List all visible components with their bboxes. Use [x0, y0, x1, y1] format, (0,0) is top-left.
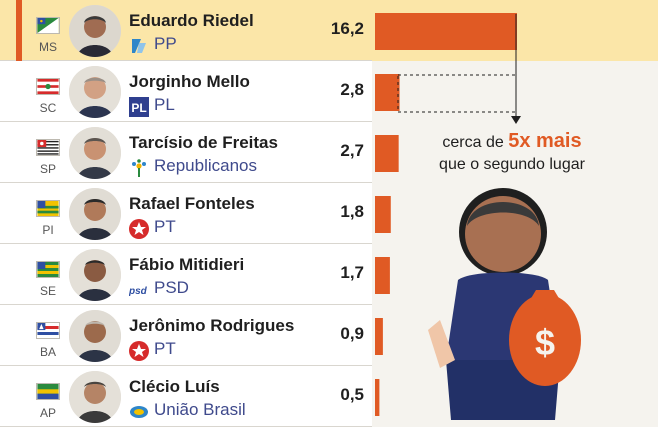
avatar [69, 188, 121, 240]
psd-logo-icon: psd [129, 286, 148, 297]
pp-logo-icon [132, 39, 146, 53]
avatar [69, 66, 121, 118]
table-row: SP Tarcísio de Freitas Republicanos 2,7 [0, 122, 372, 183]
bar-7 [375, 379, 380, 416]
value-label: 1,8 [340, 202, 364, 221]
pl-logo-icon: PL [129, 97, 149, 117]
flag-ba-icon [36, 322, 60, 339]
party-name: PP [154, 34, 177, 53]
avatar [69, 5, 121, 57]
state-code: BA [39, 345, 56, 359]
candidate-name: Clécio Luís [129, 377, 220, 396]
flag-ms-icon [36, 17, 60, 34]
annotation-line1: cerca de 5x mais [392, 130, 632, 154]
pt-star-icon [129, 341, 149, 361]
comparison-annotation: cerca de 5x mais que o segundo lugar [392, 130, 632, 176]
candidate-name: Rafael Fonteles [129, 194, 255, 213]
avatar [69, 127, 121, 179]
value-label: 1,7 [340, 263, 364, 282]
avatar [69, 310, 121, 362]
annotation-prefix: cerca de [442, 134, 509, 151]
avatar [69, 249, 121, 301]
republicanos-logo-icon [132, 159, 146, 177]
table-row: SE Fábio Mitidieri psd PSD 1,7 [0, 244, 372, 305]
value-label: 0,5 [340, 385, 364, 404]
value-label: 16,2 [330, 19, 364, 38]
arrow-head-icon [511, 116, 521, 124]
bar-3 [375, 135, 399, 172]
party-name: PL [154, 95, 175, 114]
bar-5 [375, 257, 390, 294]
party-name: PT [154, 339, 176, 358]
svg-text:$: $ [535, 322, 555, 363]
state-code: SE [39, 284, 56, 298]
table-row: PI Rafael Fonteles PT 1,8 [0, 183, 372, 244]
pl-logo-text: PL [131, 101, 146, 115]
flag-ap-icon [36, 383, 60, 400]
value-label: 2,8 [340, 80, 364, 99]
flag-sp-icon [36, 139, 60, 156]
party-name: Republicanos [154, 156, 258, 175]
party-name: PT [154, 217, 176, 236]
bar-4 [375, 196, 391, 233]
flag-pi-icon [36, 200, 60, 217]
annotation-line2: que o segundo lugar [439, 156, 585, 173]
flag-se-icon [36, 261, 60, 278]
bar-1 [375, 13, 517, 50]
table-row: SC Jorginho Mello PL PL 2,8 [0, 61, 372, 122]
state-code: SP [39, 162, 56, 176]
state-code: AP [39, 406, 56, 420]
candidate-name: Eduardo Riedel [129, 11, 254, 30]
value-label: 2,7 [340, 141, 364, 160]
bar-6 [375, 318, 383, 355]
party-name: PSD [154, 278, 189, 297]
flag-sc-icon [36, 78, 60, 95]
uniao-brasil-logo-icon [130, 406, 148, 418]
sack-holder-illustration: $ [428, 188, 581, 420]
avatar [69, 371, 121, 423]
table-row: AP Clécio Luís União Brasil 0,5 [0, 366, 372, 427]
state-code: PI [42, 223, 54, 237]
party-name: União Brasil [154, 400, 246, 419]
state-code: SC [39, 101, 57, 115]
highlight-accent [16, 0, 22, 61]
state-code: MS [39, 40, 57, 54]
candidate-name: Jerônimo Rodrigues [129, 316, 295, 335]
pt-star-icon [129, 219, 149, 239]
annotation-emphasis: 5x mais [508, 130, 582, 152]
candidate-name: Jorginho Mello [129, 72, 250, 91]
table-row: BA Jerônimo Rodrigues PT 0,9 [0, 305, 372, 366]
bar-2 [375, 74, 400, 111]
table-row: MS Eduardo Riedel PP 16,2 [0, 0, 372, 61]
psd-logo-text: psd [129, 286, 148, 297]
candidate-name: Tarcísio de Freitas [129, 133, 278, 152]
candidate-name: Fábio Mitidieri [129, 255, 245, 274]
value-label: 0,9 [340, 324, 364, 343]
